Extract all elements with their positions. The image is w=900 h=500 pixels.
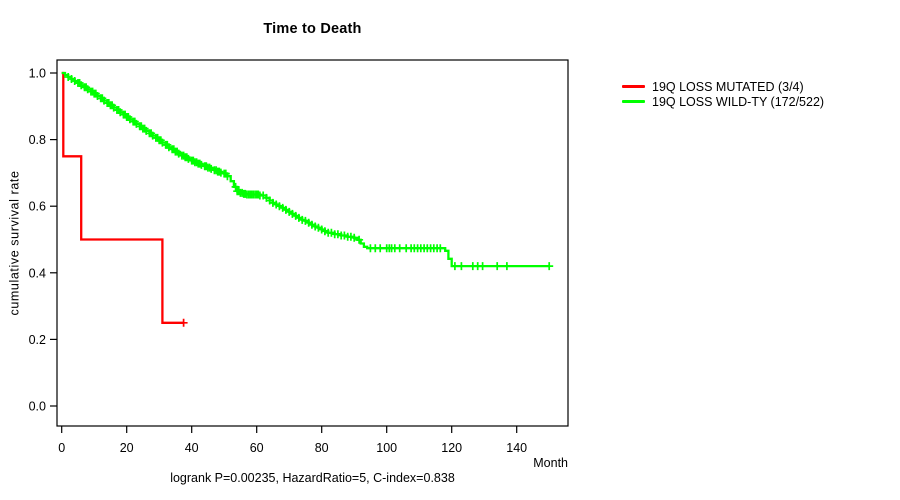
legend-line-green [622, 100, 645, 103]
series-mutated [61, 71, 188, 327]
svg-text:80: 80 [315, 441, 329, 455]
chart-title: Time to Death [263, 21, 362, 37]
svg-text:100: 100 [376, 441, 397, 455]
legend-label-mutated: 19Q LOSS MUTATED (3/4) [652, 79, 804, 94]
legend-item-wildtype: 19Q LOSS WILD-TY (172/522) [622, 94, 824, 109]
legend-line-red [622, 85, 645, 88]
svg-text:140: 140 [506, 441, 527, 455]
legend: 19Q LOSS MUTATED (3/4) 19Q LOSS WILD-TY … [622, 79, 824, 109]
legend-item-mutated: 19Q LOSS MUTATED (3/4) [622, 79, 824, 94]
svg-text:0.8: 0.8 [29, 133, 46, 147]
svg-text:60: 60 [250, 441, 264, 455]
stats-caption: logrank P=0.00235, HazardRatio=5, C-inde… [170, 471, 455, 485]
svg-text:1.0: 1.0 [29, 67, 46, 81]
svg-text:40: 40 [185, 441, 199, 455]
plot-box [56, 59, 569, 427]
svg-text:120: 120 [441, 441, 462, 455]
series-wildtype [61, 71, 554, 271]
svg-text:0.2: 0.2 [29, 333, 46, 347]
y-axis: 0.0 0.2 0.4 0.6 0.8 1.0 [29, 67, 57, 414]
svg-text:0: 0 [58, 441, 65, 455]
svg-text:0.4: 0.4 [29, 266, 46, 280]
svg-text:20: 20 [120, 441, 134, 455]
svg-text:0.0: 0.0 [29, 400, 46, 414]
legend-label-wildtype: 19Q LOSS WILD-TY (172/522) [652, 94, 825, 109]
svg-text:0.6: 0.6 [29, 200, 46, 214]
x-axis: 0 20 40 60 80 100 120 140 [58, 426, 527, 455]
x-axis-label: Month [533, 456, 568, 470]
